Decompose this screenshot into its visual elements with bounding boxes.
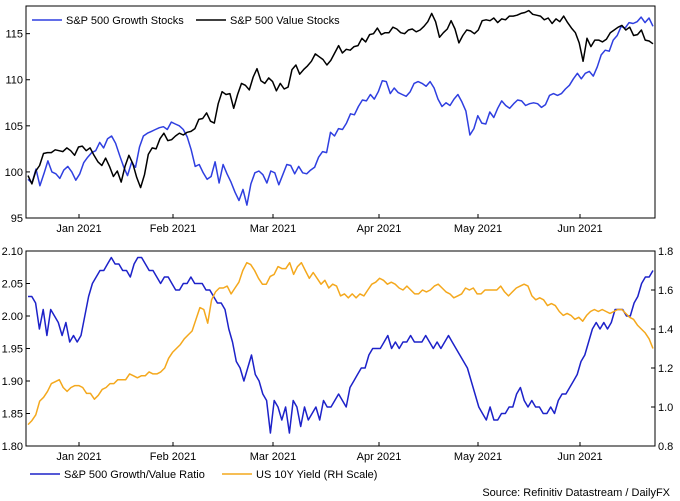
x-tick-label: Feb 2021 [150,223,196,235]
top-panel-ticks: 95 100 105 110 115 Jan 2021 Feb 2021 Mar 2021 Ap… [5,29,603,235]
x-tick-label: Apr 2021 [357,451,402,463]
x-tick-label: Jun 2021 [557,223,602,235]
y2-tick-label: 1.6 [658,285,673,297]
y-tick-label: 1.80 [2,441,23,453]
bottom-panel-ticks: 1.80 1.85 1.90 1.95 2.00 2.05 2.10 0.8 1.0 1.2 1.4… [2,246,674,463]
x-tick-label: Apr 2021 [357,223,402,235]
top-legend: S&P 500 Growth Stocks S&P 500 Value Stoc… [32,15,340,27]
legend-label-ratio: S&P 500 Growth/Value Ratio [64,469,205,481]
y2-tick-label: 1.4 [658,324,673,336]
x-tick-label: Jun 2021 [557,451,602,463]
x-tick-label: Jan 2021 [56,223,101,235]
y-tick-label: 2.05 [2,279,23,291]
bottom-panel-series [27,256,654,434]
x-tick-label: Jan 2021 [56,451,101,463]
y-tick-label: 2.00 [2,311,23,323]
legend-label-growth: S&P 500 Growth Stocks [66,15,184,27]
series-line-1-0 [28,256,654,434]
bottom-legend: S&P 500 Growth/Value Ratio US 10Y Yield … [30,469,377,481]
legend-label-value: S&P 500 Value Stocks [230,15,340,27]
x-tick-label: May 2021 [454,223,502,235]
series-line-0-1 [27,9,654,189]
y2-tick-label: 1.2 [658,363,673,375]
y-tick-label: 105 [5,121,23,133]
legend-label-yield: US 10Y Yield (RH Scale) [256,469,377,481]
y-tick-label: 95 [11,213,23,225]
x-tick-label: Feb 2021 [150,451,196,463]
y-tick-label: 1.85 [2,409,23,421]
source-note: Source: Refinitiv Datastream / DailyFX [482,487,670,499]
y2-tick-label: 1.8 [658,246,673,258]
top-panel-series [27,9,654,206]
series-line-1-1 [27,261,654,426]
x-tick-label: May 2021 [454,451,502,463]
bottom-panel-frame [25,250,656,447]
x-tick-label: Mar 2021 [250,223,296,235]
y-tick-label: 110 [5,75,23,87]
y2-tick-label: 1.0 [658,402,673,414]
top-panel-frame [25,5,656,219]
y-tick-label: 1.95 [2,344,23,356]
y2-tick-label: 0.8 [658,441,673,453]
y-tick-label: 1.90 [2,376,23,388]
x-tick-label: Mar 2021 [250,451,296,463]
y-tick-label: 100 [5,167,23,179]
y-tick-label: 2.10 [2,246,23,258]
y-tick-label: 115 [5,29,23,41]
